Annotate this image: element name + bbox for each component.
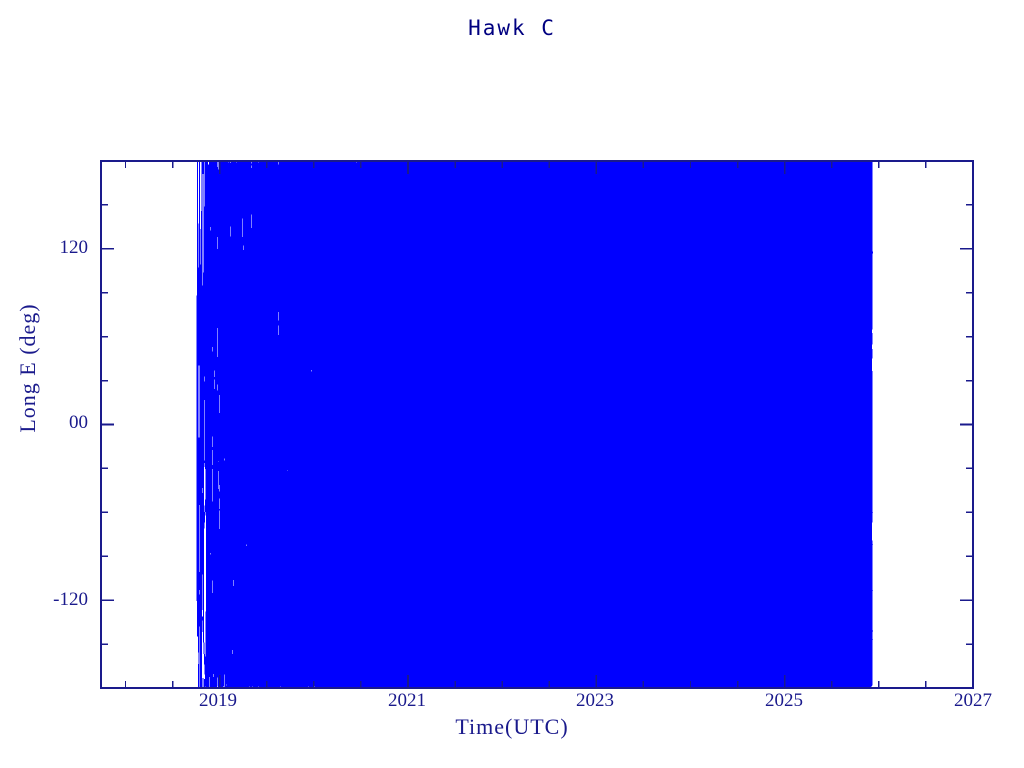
- x-axis-title: Time(UTC): [0, 714, 1024, 740]
- x-tick-label-2027: 2027: [933, 690, 1013, 712]
- y-axis-title: Long E (deg): [15, 248, 41, 488]
- x-tick-label-2025: 2025: [744, 690, 824, 712]
- y-tick-label-120: 120: [8, 237, 88, 259]
- x-tick-label-2019: 2019: [178, 690, 258, 712]
- y-tick-label-0: 00: [8, 412, 88, 434]
- x-tick-label-2023: 2023: [555, 690, 635, 712]
- data-series-layer: [197, 161, 872, 688]
- y-tick-label-neg120: -120: [8, 589, 88, 611]
- x-tick-label-2021: 2021: [367, 690, 447, 712]
